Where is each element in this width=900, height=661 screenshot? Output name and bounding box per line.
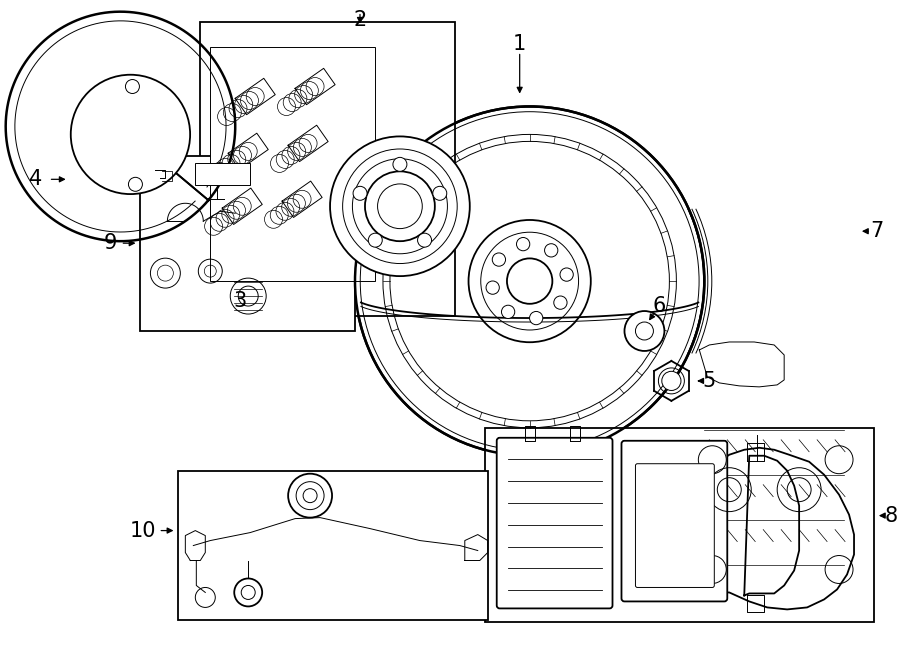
Circle shape xyxy=(355,106,705,455)
FancyBboxPatch shape xyxy=(497,438,613,608)
Text: 1: 1 xyxy=(513,34,526,54)
FancyBboxPatch shape xyxy=(178,471,488,621)
Text: 8: 8 xyxy=(885,506,897,525)
Text: 4: 4 xyxy=(29,169,42,189)
Text: 5: 5 xyxy=(703,371,716,391)
Circle shape xyxy=(501,305,515,319)
Circle shape xyxy=(71,75,190,194)
FancyBboxPatch shape xyxy=(211,46,375,281)
Text: 6: 6 xyxy=(652,296,666,316)
Circle shape xyxy=(625,311,664,351)
Circle shape xyxy=(486,281,500,294)
FancyBboxPatch shape xyxy=(195,163,250,185)
Text: 10: 10 xyxy=(130,521,157,541)
Circle shape xyxy=(330,136,470,276)
FancyBboxPatch shape xyxy=(485,428,874,623)
Circle shape xyxy=(507,258,553,304)
Circle shape xyxy=(554,296,567,309)
Circle shape xyxy=(517,237,530,251)
Text: 3: 3 xyxy=(234,291,247,311)
Circle shape xyxy=(544,244,558,257)
Circle shape xyxy=(492,253,506,266)
Circle shape xyxy=(418,233,431,247)
Circle shape xyxy=(368,233,382,247)
Circle shape xyxy=(353,186,367,200)
FancyBboxPatch shape xyxy=(140,157,355,331)
FancyBboxPatch shape xyxy=(622,441,727,602)
Text: 9: 9 xyxy=(104,233,117,253)
Circle shape xyxy=(433,186,446,200)
FancyBboxPatch shape xyxy=(201,22,454,316)
Circle shape xyxy=(529,311,543,325)
Circle shape xyxy=(662,371,681,391)
Circle shape xyxy=(635,322,653,340)
Text: 7: 7 xyxy=(870,221,884,241)
Text: 2: 2 xyxy=(354,10,366,30)
Circle shape xyxy=(393,157,407,171)
FancyBboxPatch shape xyxy=(635,464,715,588)
Circle shape xyxy=(560,268,573,281)
